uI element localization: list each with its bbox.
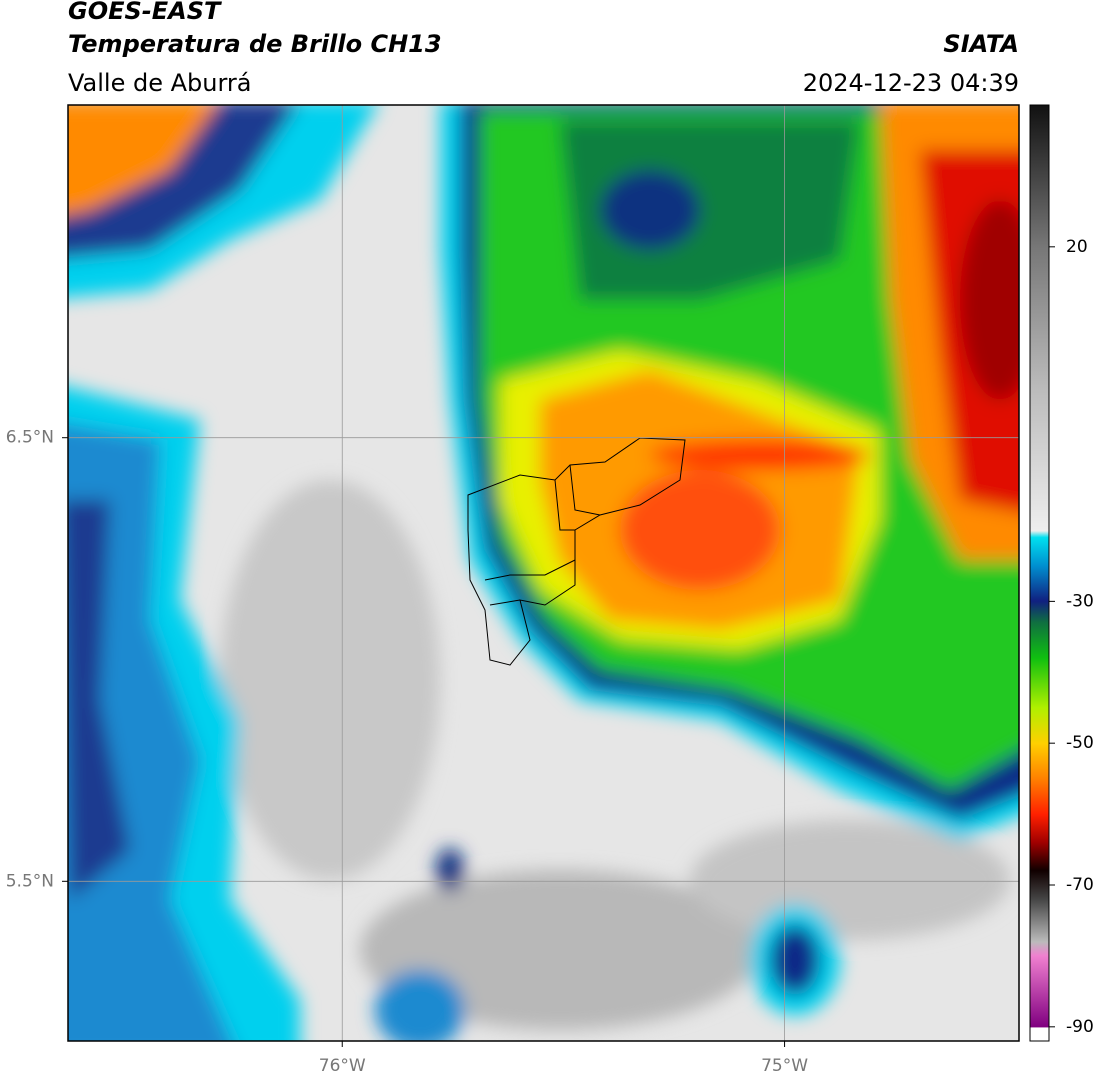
- colorbar-tick-label: -50: [1066, 733, 1094, 753]
- map-field: [68, 105, 1019, 1041]
- colorbar-tick-label: -70: [1066, 875, 1094, 895]
- source: SIATA: [943, 30, 1019, 58]
- y-tick-label: 5.5°N: [6, 871, 54, 891]
- region: Valle de Aburrá: [68, 69, 252, 97]
- colorbar-tick-label: 20: [1066, 237, 1088, 257]
- colorbar: [1029, 104, 1050, 1042]
- x-tick-label: 76°W: [319, 1056, 366, 1076]
- map-frame: [67, 104, 1020, 1042]
- datetime: 2024-12-23 04:39: [803, 69, 1019, 97]
- x-tick-label: 75°W: [761, 1056, 808, 1076]
- colorbar-tick-label: -30: [1066, 591, 1094, 611]
- title: GOES-EAST: [68, 0, 222, 25]
- y-tick-label: 6.5°N: [6, 428, 54, 448]
- basin-outline: [467, 437, 686, 666]
- subtitle: Temperatura de Brillo CH13: [68, 30, 442, 58]
- colorbar-tick-label: -90: [1066, 1017, 1094, 1037]
